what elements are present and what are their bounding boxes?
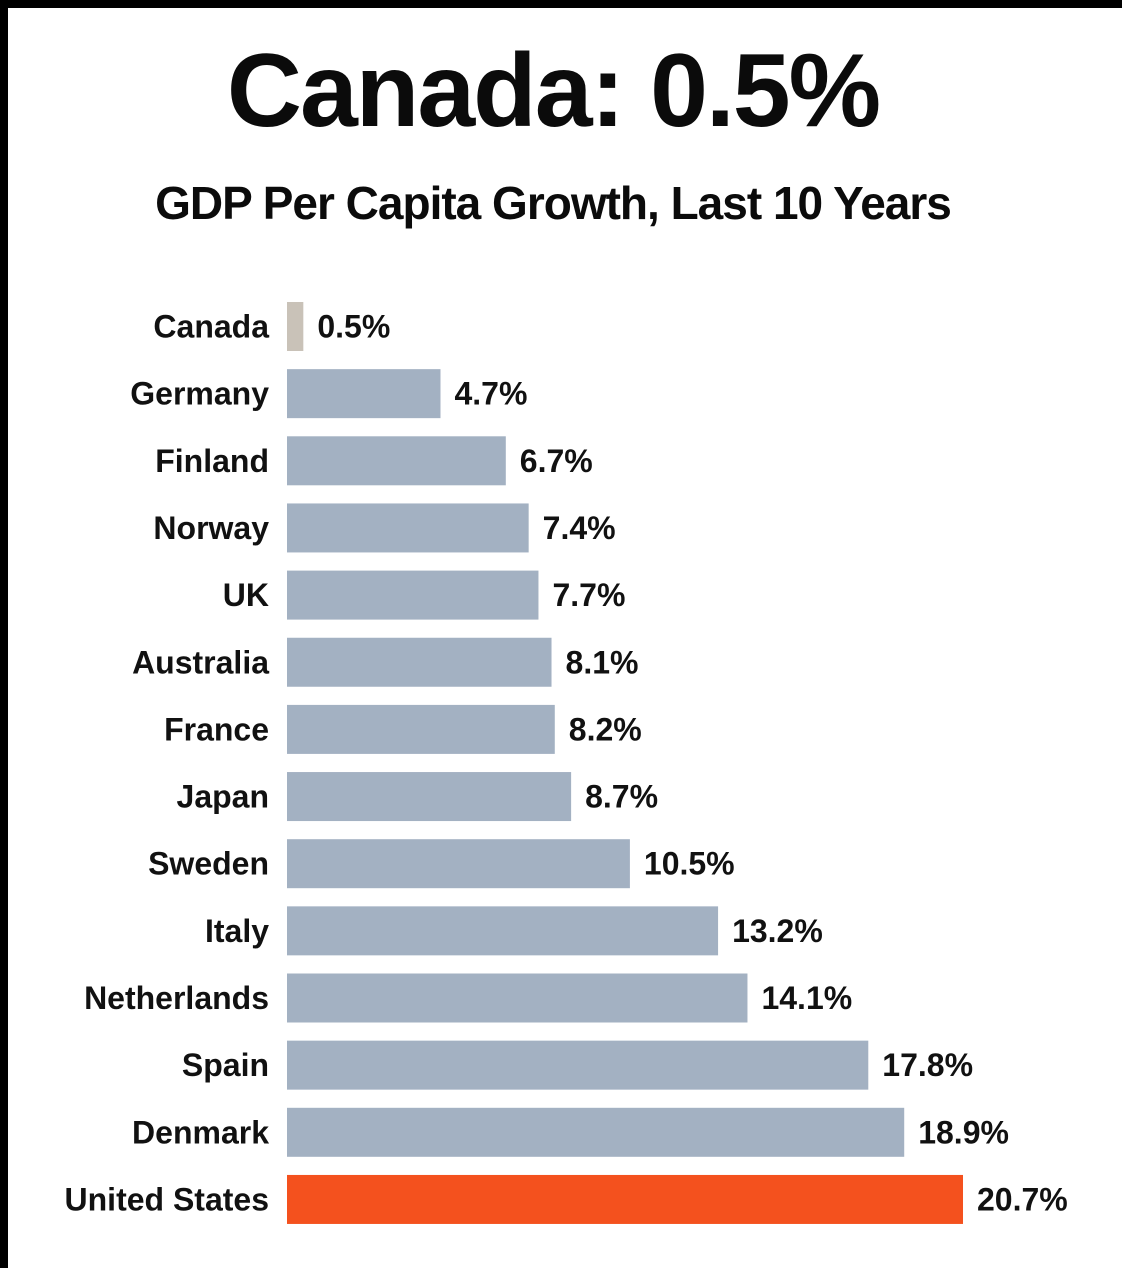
category-label-uk: UK: [223, 577, 269, 613]
bar-australia: [287, 637, 552, 687]
bar-germany: [287, 369, 441, 419]
category-label-canada: Canada: [153, 309, 269, 345]
bar-france: [287, 704, 555, 754]
bar-norway: [287, 503, 529, 553]
bar-sweden: [287, 839, 630, 889]
chart-title: Canada: 0.5%: [226, 33, 881, 149]
bar-denmark: [287, 1107, 905, 1157]
bar-italy: [287, 906, 719, 956]
category-label-united-states: United States: [65, 1181, 269, 1217]
category-label-norway: Norway: [153, 510, 269, 546]
bar-uk: [287, 570, 539, 620]
value-label-france: 8.2%: [569, 711, 642, 747]
category-label-france: France: [164, 711, 269, 747]
category-label-italy: Italy: [205, 913, 269, 949]
bar-united-states: [287, 1174, 963, 1224]
bar-canada: [287, 302, 304, 351]
value-label-finland: 6.7%: [520, 443, 593, 479]
bar-finland: [287, 436, 506, 486]
value-label-italy: 13.2%: [732, 913, 823, 949]
bar-spain: [287, 1040, 869, 1090]
value-label-germany: 4.7%: [454, 376, 527, 412]
value-label-australia: 8.1%: [566, 644, 639, 680]
value-label-denmark: 18.9%: [918, 1114, 1009, 1150]
category-label-netherlands: Netherlands: [84, 980, 269, 1016]
value-label-norway: 7.4%: [543, 510, 616, 546]
category-label-denmark: Denmark: [132, 1114, 269, 1150]
category-label-germany: Germany: [130, 376, 269, 412]
bar-japan: [287, 772, 572, 822]
chart-subtitle: GDP Per Capita Growth, Last 10 Years: [155, 177, 952, 229]
value-label-uk: 7.7%: [552, 577, 625, 613]
category-label-sweden: Sweden: [148, 846, 269, 882]
category-label-japan: Japan: [177, 779, 269, 815]
value-label-netherlands: 14.1%: [761, 980, 852, 1016]
value-label-japan: 8.7%: [585, 779, 658, 815]
category-label-spain: Spain: [182, 1047, 269, 1083]
category-label-finland: Finland: [155, 443, 269, 479]
bar-netherlands: [287, 973, 748, 1023]
value-label-canada: 0.5%: [317, 309, 390, 345]
category-label-australia: Australia: [132, 644, 269, 680]
value-label-spain: 17.8%: [882, 1047, 973, 1083]
value-label-united-states: 20.7%: [977, 1181, 1068, 1217]
value-label-sweden: 10.5%: [644, 846, 735, 882]
